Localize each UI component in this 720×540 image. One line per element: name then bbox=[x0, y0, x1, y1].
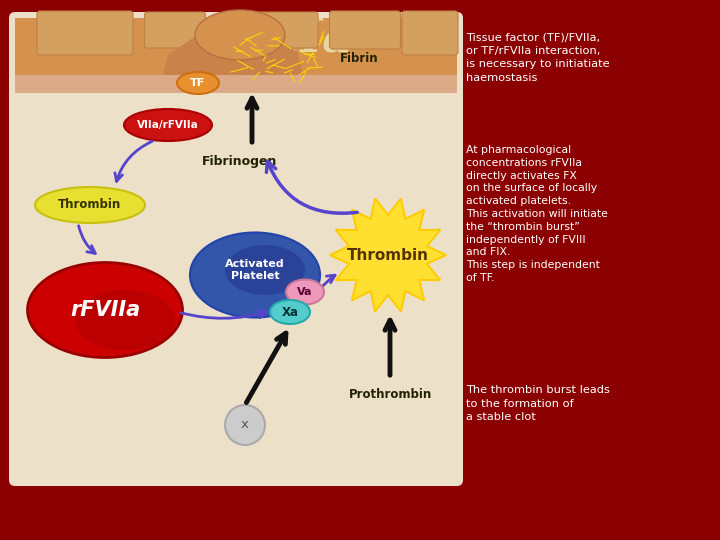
Ellipse shape bbox=[190, 233, 320, 318]
Ellipse shape bbox=[286, 280, 324, 305]
Ellipse shape bbox=[270, 300, 310, 324]
Text: Thrombin: Thrombin bbox=[58, 199, 122, 212]
FancyBboxPatch shape bbox=[145, 12, 205, 48]
Ellipse shape bbox=[35, 187, 145, 223]
Ellipse shape bbox=[27, 262, 182, 357]
Text: VIIa/rFVIIa: VIIa/rFVIIa bbox=[137, 120, 199, 130]
Text: Xa: Xa bbox=[282, 306, 299, 319]
Text: Va: Va bbox=[297, 287, 312, 297]
FancyBboxPatch shape bbox=[330, 11, 400, 49]
FancyBboxPatch shape bbox=[37, 11, 133, 55]
Text: The thrombin burst leads
to the formation of
a stable clot: The thrombin burst leads to the formatio… bbox=[466, 385, 610, 422]
Circle shape bbox=[225, 405, 265, 445]
FancyBboxPatch shape bbox=[402, 11, 458, 55]
Polygon shape bbox=[330, 199, 446, 312]
Polygon shape bbox=[15, 75, 457, 93]
Text: Prothrombin: Prothrombin bbox=[348, 388, 431, 402]
Ellipse shape bbox=[75, 290, 175, 350]
Polygon shape bbox=[163, 25, 303, 75]
FancyBboxPatch shape bbox=[252, 12, 318, 48]
Text: rFVIIa: rFVIIa bbox=[183, 15, 353, 61]
Text: TF: TF bbox=[190, 78, 206, 88]
Text: Fibrinogen: Fibrinogen bbox=[202, 156, 278, 168]
Text: x: x bbox=[241, 418, 249, 431]
FancyBboxPatch shape bbox=[9, 12, 463, 486]
Ellipse shape bbox=[225, 245, 305, 295]
Text: rFVIIa: rFVIIa bbox=[70, 300, 140, 320]
Text: Tissue factor (TF)/FVIIa,
or TF/rFVIIa interaction,
is necessary to initiatiate
: Tissue factor (TF)/FVIIa, or TF/rFVIIa i… bbox=[466, 32, 610, 83]
Text: Thrombin: Thrombin bbox=[347, 247, 429, 262]
Polygon shape bbox=[15, 18, 457, 93]
Text: Activated
Platelet: Activated Platelet bbox=[225, 259, 285, 281]
Text: Fibrin: Fibrin bbox=[340, 51, 379, 64]
Text: At pharmacological
concentrations rFVIIa
directly activates FX
on the surface of: At pharmacological concentrations rFVIIa… bbox=[466, 145, 608, 283]
Ellipse shape bbox=[177, 72, 219, 94]
Ellipse shape bbox=[195, 10, 285, 60]
Ellipse shape bbox=[124, 109, 212, 141]
